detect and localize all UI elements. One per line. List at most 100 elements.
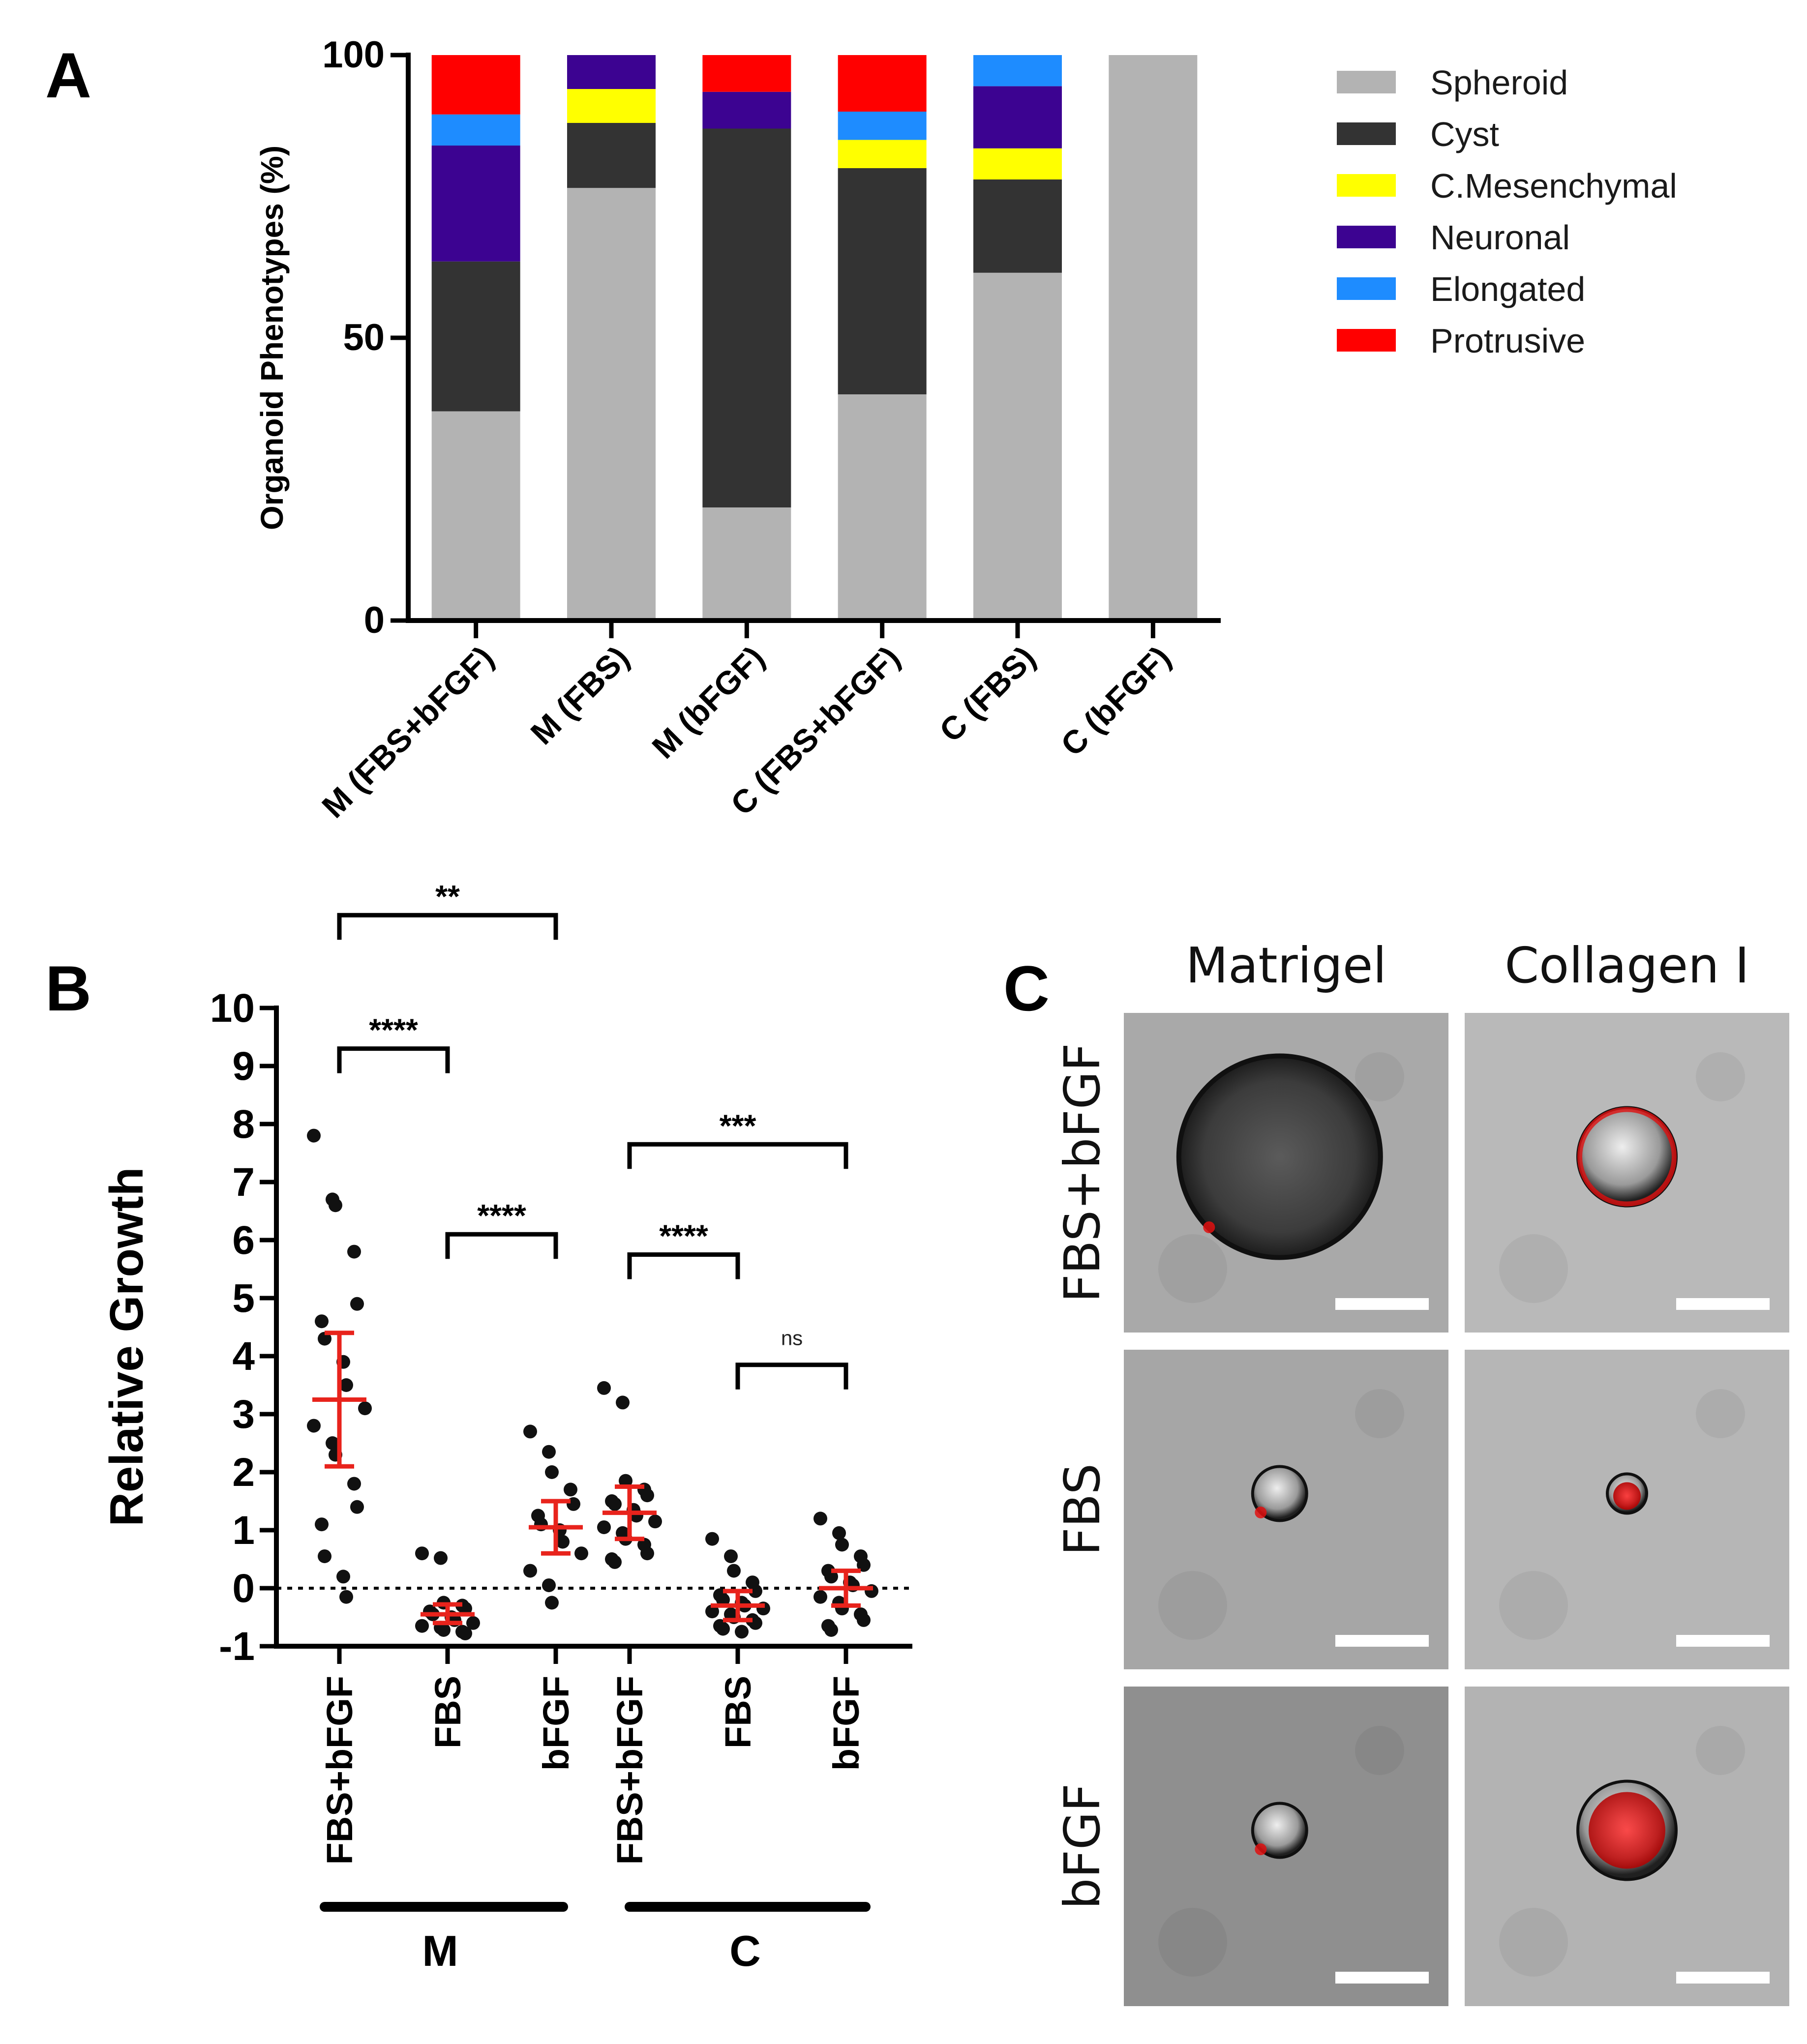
data-point [318,1332,331,1346]
y-tick-label: -1 [219,1624,255,1669]
y-tick-label: 10 [210,986,255,1031]
matrigel-fbs-bfgf-image [1124,1013,1448,1333]
data-point [347,1244,361,1259]
data-point [326,1436,339,1450]
data-point [458,1627,472,1641]
bar-segment [567,123,656,188]
bar-segment [838,112,927,140]
x-tick-label: M (bFGF) [645,639,771,766]
data-point [835,1538,849,1552]
significance-label: **** [477,1198,526,1233]
data-point [545,1596,559,1610]
bar-segment [702,91,791,129]
panel-b-label: B [45,952,91,1024]
data-point [640,1488,654,1503]
column-header: Collagen I [1505,937,1749,994]
data-point [574,1546,588,1561]
x-tick-label: M (FBS+bFGF) [315,639,501,825]
data-point [347,1477,361,1491]
y-tick-label: 50 [343,317,385,358]
background-blotch [1696,1052,1745,1101]
condition-label: C [729,1926,761,1975]
significance-bracket [337,913,558,940]
x-tick-label: M (FBS) [523,639,636,752]
y-tick-label: 1 [232,1508,255,1553]
bar-segment [973,179,1062,273]
red-fluorescence [1203,1221,1215,1233]
y-tick-label: 2 [232,1450,255,1495]
y-tick-label: 0 [232,1566,255,1611]
data-point [415,1619,429,1633]
data-point [545,1465,559,1479]
data-point [727,1564,741,1578]
scale-bar [1676,1972,1770,1984]
red-fluorescence [1613,1482,1641,1510]
organoid [1176,1053,1383,1260]
scale-bar [1676,1298,1770,1310]
bar-segment [431,114,520,146]
data-point [336,1570,350,1584]
significance-label: *** [720,1108,756,1143]
background-blotch [1158,1571,1227,1640]
organoid [1251,1802,1308,1859]
x-tick-label: FBS [718,1676,758,1748]
y-tick-label: 3 [232,1392,255,1437]
panel-a-label: A [45,39,91,111]
collagen-fbs-bfgf-image [1465,1013,1789,1333]
data-point [315,1314,329,1329]
x-tick-label: FBS+bFGF [319,1676,360,1865]
scale-bar [1335,1972,1429,1984]
background-blotch [1696,1726,1745,1775]
legend-label: C.Mesenchymal [1430,167,1677,205]
significance-bracket [627,1142,848,1169]
data-point [542,1578,556,1593]
data-point [832,1526,846,1540]
legend-label: Elongated [1430,270,1585,308]
bar-segment [973,86,1062,148]
collagen-bfgf-image [1465,1687,1789,2006]
data-point [716,1622,730,1636]
data-point [315,1517,329,1532]
bar-segment [431,261,520,412]
bar-segment [973,55,1062,87]
matrigel-bfgf-image [1124,1687,1448,2006]
data-point [523,1424,537,1439]
significance-label: **** [369,1012,418,1048]
data-point [597,1381,611,1395]
y-tick-label: 9 [232,1044,255,1089]
bar-segment [838,55,927,112]
red-fluorescence [1589,1792,1665,1869]
legend-swatch [1337,122,1396,145]
legend-label: Spheroid [1430,63,1568,102]
y-tick-label: 7 [232,1160,255,1205]
background-blotch [1158,1908,1227,1977]
bar-segment [431,411,520,621]
data-point [857,1558,871,1572]
data-point [523,1564,537,1578]
data-point [307,1419,321,1433]
data-point [724,1549,738,1564]
legend-label: Cyst [1430,115,1499,153]
scale-bar [1335,1635,1429,1647]
data-point [716,1593,730,1607]
x-tick-label: FBS [427,1676,468,1748]
significance-bracket [337,1046,450,1073]
data-point [339,1590,353,1604]
y-tick-label: 100 [322,34,385,76]
data-point [350,1297,364,1311]
data-point [466,1616,480,1630]
legend-swatch [1337,329,1396,352]
data-point [705,1532,719,1546]
significance-bracket [735,1363,848,1390]
data-point [619,1474,632,1488]
data-point [813,1590,827,1604]
legend-label: Neuronal [1430,218,1570,257]
background-blotch [1499,1908,1568,1977]
matrigel-fbs-image [1124,1350,1448,1669]
background-blotch [1355,1052,1404,1101]
data-point [307,1128,321,1143]
significance-label: ** [435,879,460,914]
bar-segment [702,507,791,621]
bar-segment [567,55,656,89]
data-point [608,1497,622,1511]
